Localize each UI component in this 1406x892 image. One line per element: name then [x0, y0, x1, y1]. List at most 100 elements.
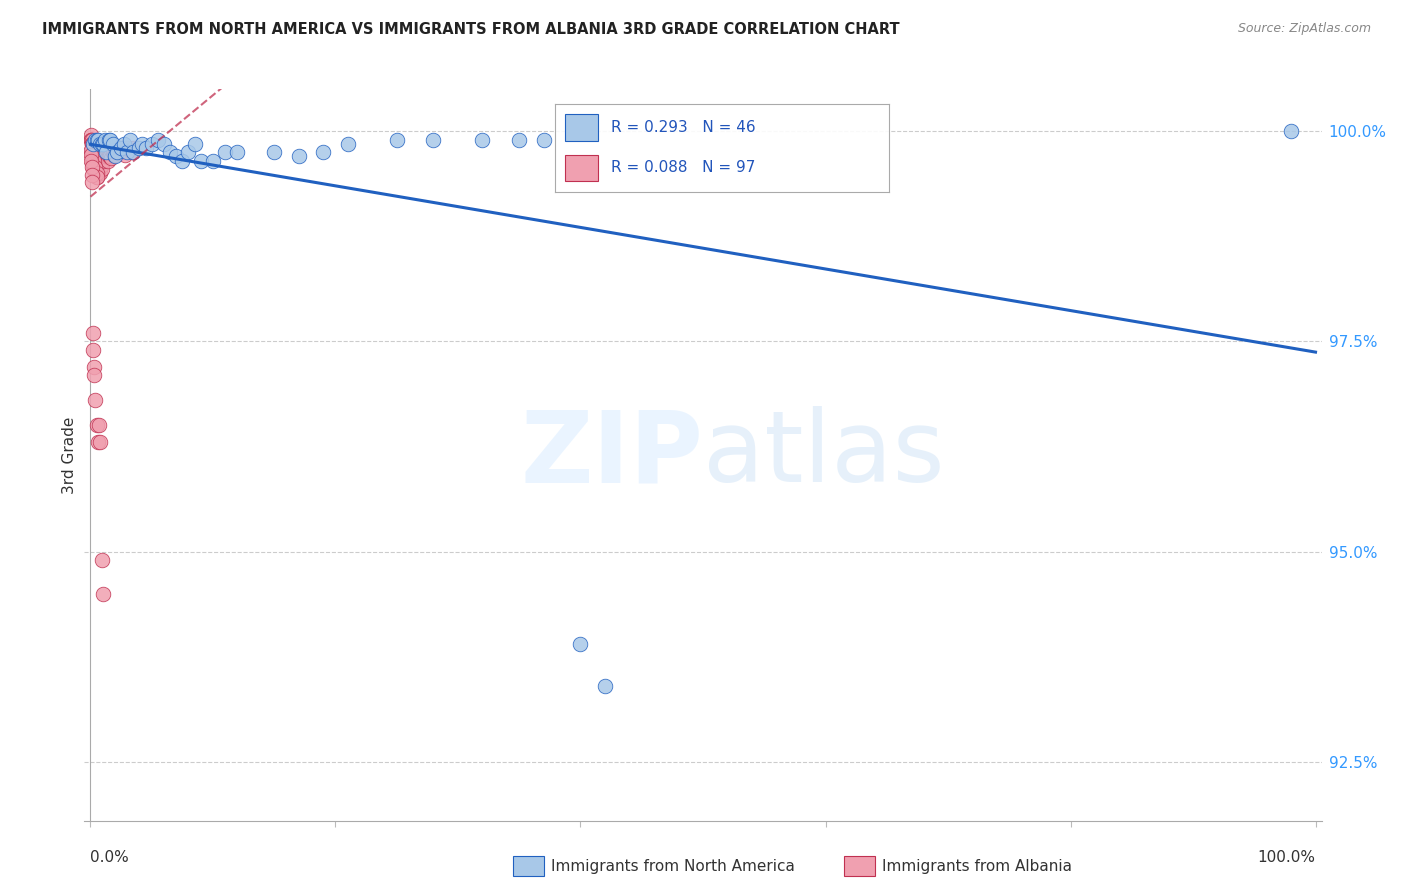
Point: [97, 133, 120, 147]
Point: [82, 158, 104, 172]
Point: [89, 162, 111, 177]
Point: [96, 149, 118, 163]
Point: [80, 153, 103, 168]
Point: [87, 435, 110, 450]
Point: [107, 141, 129, 155]
Point: [104, 143, 127, 157]
Bar: [565, 114, 598, 141]
Text: Immigrants from Albania: Immigrants from Albania: [882, 859, 1071, 873]
Point: [86, 153, 108, 168]
Point: [86, 166, 108, 180]
Point: [385, 133, 408, 147]
Point: [128, 141, 150, 155]
Point: [86, 166, 108, 180]
Text: R = 0.293   N = 46: R = 0.293 N = 46: [612, 120, 756, 135]
Point: [86, 133, 108, 147]
Point: [103, 148, 125, 162]
Point: [83, 145, 105, 160]
Point: [84, 149, 107, 163]
Point: [84, 158, 107, 172]
Point: [110, 145, 132, 160]
Point: [94, 145, 117, 160]
Bar: [565, 154, 598, 181]
Point: [80, 143, 103, 157]
Text: Source: ZipAtlas.com: Source: ZipAtlas.com: [1237, 22, 1371, 36]
Point: [80, 128, 103, 143]
Point: [107, 145, 129, 160]
Point: [82, 343, 104, 357]
Point: [84, 162, 107, 177]
Point: [90, 136, 112, 151]
Point: [98, 133, 121, 147]
Point: [141, 136, 163, 151]
Point: [87, 153, 110, 168]
Text: IMMIGRANTS FROM NORTH AMERICA VS IMMIGRANTS FROM ALBANIA 3RD GRADE CORRELATION C: IMMIGRANTS FROM NORTH AMERICA VS IMMIGRA…: [42, 22, 900, 37]
Point: [87, 418, 110, 433]
Point: [471, 133, 494, 147]
Point: [89, 435, 111, 450]
Point: [91, 587, 114, 601]
Point: [80, 133, 103, 147]
Point: [263, 145, 285, 160]
Point: [100, 151, 122, 165]
Point: [146, 133, 169, 147]
Point: [115, 141, 138, 155]
Text: Immigrants from North America: Immigrants from North America: [551, 859, 794, 873]
Point: [90, 158, 112, 172]
Point: [90, 162, 112, 177]
Point: [183, 136, 205, 151]
Point: [83, 359, 105, 374]
Point: [82, 149, 104, 163]
Text: 100.0%: 100.0%: [1257, 850, 1316, 865]
Point: [82, 326, 104, 340]
Point: [101, 136, 124, 151]
Point: [83, 149, 105, 163]
Point: [83, 368, 105, 382]
Point: [97, 153, 120, 168]
Point: [96, 145, 118, 160]
Point: [80, 145, 103, 160]
Text: atlas: atlas: [703, 407, 945, 503]
Point: [82, 153, 104, 168]
Point: [83, 153, 105, 168]
Point: [569, 637, 592, 651]
Point: [84, 393, 107, 408]
Point: [135, 141, 157, 155]
Point: [533, 133, 555, 147]
Point: [87, 133, 110, 147]
Point: [165, 149, 187, 163]
Point: [82, 145, 104, 160]
Point: [101, 145, 124, 160]
Point: [114, 148, 136, 162]
Point: [80, 136, 103, 151]
Point: [91, 136, 114, 151]
Point: [82, 145, 104, 160]
Point: [86, 149, 108, 163]
Point: [90, 553, 112, 567]
Point: [115, 145, 138, 160]
Point: [226, 145, 249, 160]
Point: [122, 145, 145, 160]
Point: [93, 149, 115, 163]
Point: [122, 145, 145, 160]
Point: [114, 143, 136, 157]
Point: [84, 160, 107, 174]
Point: [131, 136, 153, 151]
Point: [86, 162, 108, 177]
Y-axis label: 3rd Grade: 3rd Grade: [62, 417, 77, 493]
Point: [82, 136, 104, 151]
Point: [83, 149, 105, 163]
Point: [80, 149, 103, 163]
Point: [97, 145, 120, 160]
Point: [82, 153, 104, 168]
Point: [159, 145, 181, 160]
Point: [80, 160, 103, 174]
Point: [1279, 124, 1302, 138]
Point: [94, 149, 117, 163]
Point: [104, 148, 127, 162]
Point: [118, 133, 141, 147]
Point: [80, 141, 103, 155]
Point: [287, 149, 309, 163]
Point: [98, 149, 121, 163]
Point: [80, 133, 103, 147]
